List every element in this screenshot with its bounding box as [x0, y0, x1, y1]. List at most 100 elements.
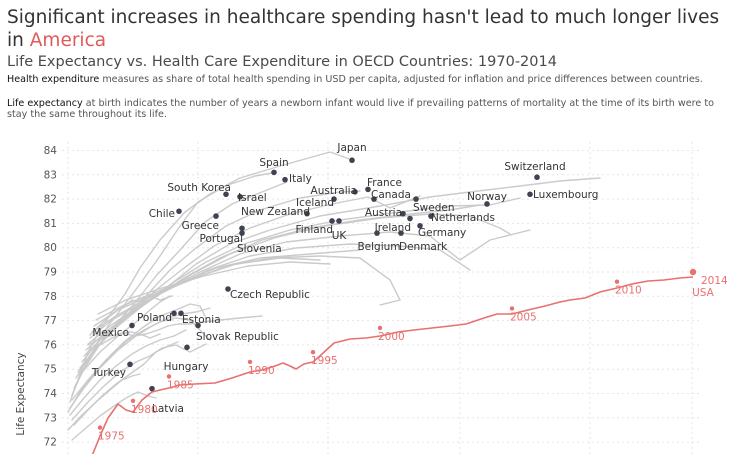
country-marker[interactable] — [171, 310, 177, 317]
country-trajectory-line — [85, 213, 511, 351]
country-label: Slovenia — [237, 243, 282, 255]
country-marker[interactable] — [304, 210, 310, 217]
usa-label: USA — [692, 287, 715, 299]
y-tick-label: 77 — [44, 315, 57, 327]
usa-year-marker[interactable] — [310, 349, 316, 355]
country-trajectory-line — [97, 261, 331, 315]
country-trajectory-line — [77, 195, 421, 373]
country-marker[interactable] — [178, 310, 184, 317]
y-tick-label: 83 — [44, 169, 57, 181]
country-marker[interactable] — [176, 208, 182, 215]
y-tick-label: 82 — [44, 194, 57, 206]
y-tick-label: 75 — [44, 364, 57, 376]
country-trajectory-line — [83, 204, 481, 357]
usa-year-marker[interactable] — [614, 279, 620, 284]
country-label: Canada — [371, 189, 411, 201]
country-marker[interactable] — [329, 218, 335, 224]
country-trajectory-line — [91, 249, 361, 333]
title-main: Significant increases in healthcare spen… — [7, 7, 720, 51]
country-marker[interactable] — [184, 344, 190, 351]
usa-year-marker[interactable] — [689, 268, 697, 276]
country-label: Turkey — [91, 367, 126, 379]
usa-year-label: 1995 — [311, 355, 338, 367]
country-trajectory-line — [87, 229, 531, 345]
usa-line — [91, 276, 694, 454]
usa-year-marker[interactable] — [130, 398, 136, 403]
country-trajectory-line — [83, 295, 171, 371]
country-trajectory-line — [99, 315, 263, 346]
country-marker[interactable] — [195, 322, 201, 329]
usa-year-marker[interactable] — [509, 306, 515, 311]
country-marker[interactable] — [349, 157, 355, 164]
y-tick-label: 84 — [44, 145, 58, 157]
country-marker[interactable] — [413, 196, 419, 202]
title-highlight: America — [29, 30, 107, 51]
country-marker[interactable] — [371, 196, 377, 202]
country-trajectory-line — [95, 257, 321, 321]
country-marker[interactable] — [129, 322, 135, 329]
country-marker[interactable] — [534, 174, 540, 181]
y-tick-label: 76 — [44, 339, 58, 351]
y-tick-label: 72 — [44, 437, 57, 449]
country-label: Austria — [365, 207, 402, 219]
country-marker[interactable] — [428, 213, 434, 219]
desc1-text: measures as share of total health spendi… — [99, 74, 703, 85]
country-label: Switzerland — [504, 161, 565, 173]
country-trajectory-line — [89, 243, 471, 339]
country-marker[interactable] — [213, 213, 219, 219]
y-tick-label: 78 — [44, 291, 57, 303]
country-marker[interactable] — [336, 218, 342, 224]
country-marker[interactable] — [365, 186, 371, 193]
country-label: Chile — [149, 208, 175, 220]
country-marker[interactable] — [407, 215, 413, 222]
country-marker[interactable] — [149, 385, 155, 392]
country-label: Finland — [295, 224, 333, 236]
country-marker[interactable] — [271, 169, 277, 176]
y-tick-label: 73 — [44, 412, 57, 424]
country-marker[interactable] — [223, 191, 229, 198]
chart-subtitle: Life Expectancy vs. Health Care Expendit… — [7, 54, 557, 70]
y-tick-label: 80 — [44, 242, 57, 254]
country-label: South Korea — [167, 182, 231, 194]
usa-year-marker[interactable] — [247, 359, 253, 365]
country-label: Germany — [418, 227, 466, 239]
country-label: Denmark — [399, 241, 448, 253]
country-label: Australia — [311, 185, 357, 197]
desc1-term: Health expenditure — [7, 74, 100, 85]
country-marker[interactable] — [225, 286, 231, 292]
country-marker[interactable] — [527, 191, 533, 198]
country-label: Czech Republic — [230, 289, 310, 301]
usa-year-label: 1990 — [248, 365, 275, 377]
country-marker[interactable] — [239, 230, 245, 236]
country-label: UK — [332, 230, 348, 242]
country-trajectory-line — [73, 181, 288, 389]
country-marker[interactable] — [374, 230, 380, 236]
country-label: Ireland — [375, 222, 411, 234]
country-label: Poland — [137, 312, 172, 324]
chart-title: Significant increases in healthcare spen… — [7, 6, 732, 52]
country-label: Israel — [238, 192, 267, 204]
country-marker[interactable] — [127, 361, 133, 368]
country-label: France — [367, 177, 402, 189]
country-marker[interactable] — [237, 193, 243, 200]
usa-year-label: 1980 — [131, 404, 158, 416]
country-trajectory-line — [71, 343, 207, 421]
y-axis-label: Life Expectancy — [15, 352, 27, 435]
country-marker[interactable] — [484, 201, 490, 207]
country-label: Slovak Republic — [196, 331, 279, 343]
usa-year-marker[interactable] — [166, 374, 172, 379]
country-marker[interactable] — [352, 189, 358, 195]
country-trajectory-line — [67, 373, 141, 431]
country-marker[interactable] — [282, 176, 288, 183]
usa-year-marker[interactable] — [97, 425, 103, 430]
country-marker[interactable] — [400, 210, 406, 217]
country-marker[interactable] — [417, 223, 423, 229]
country-marker[interactable] — [398, 230, 404, 236]
usa-year-label: 1975 — [98, 431, 125, 443]
country-marker[interactable] — [239, 225, 245, 232]
usa-year-marker[interactable] — [377, 325, 383, 331]
country-trajectory-line — [87, 331, 161, 346]
country-label: Sweden — [413, 202, 455, 214]
desc2-term: Life expectancy — [7, 98, 83, 109]
country-marker[interactable] — [331, 196, 337, 202]
